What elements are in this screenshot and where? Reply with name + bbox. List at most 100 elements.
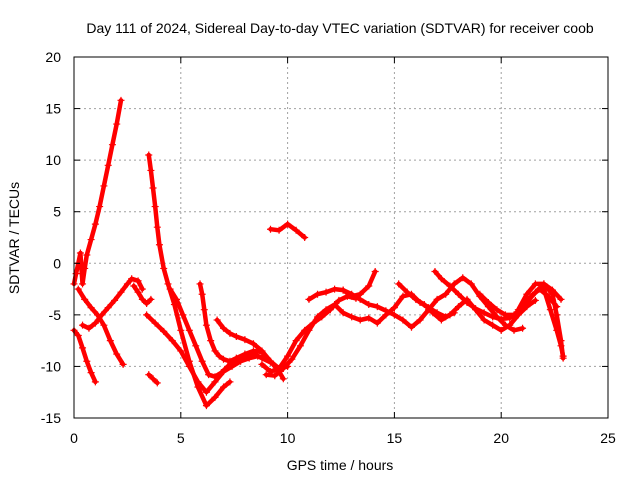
data-point	[207, 337, 215, 345]
data-point	[472, 305, 480, 313]
data-point	[412, 295, 420, 303]
data-point	[514, 306, 522, 314]
data-point	[548, 290, 556, 298]
data-point	[365, 301, 373, 309]
data-point	[211, 347, 219, 355]
data-point	[232, 333, 240, 341]
y-tick-label: -15	[41, 410, 61, 426]
data-point	[147, 166, 155, 174]
series-arc-1	[70, 326, 99, 386]
data-point	[111, 296, 119, 304]
data-point	[166, 285, 174, 293]
data-point	[267, 225, 275, 233]
data-point	[220, 324, 228, 332]
data-point	[275, 226, 283, 234]
data-point	[241, 350, 249, 358]
axis-ticks	[73, 56, 609, 419]
data-point	[501, 311, 509, 319]
data-point	[365, 282, 373, 290]
data-point	[185, 362, 193, 370]
series-arc-14	[267, 220, 309, 241]
data-point	[202, 402, 210, 410]
data-point	[450, 280, 458, 288]
data-point	[416, 316, 424, 324]
data-point	[322, 288, 330, 296]
data-point	[117, 96, 125, 104]
data-point	[217, 369, 225, 377]
data-point	[130, 282, 138, 290]
data-point	[305, 326, 313, 334]
y-tick-label: 0	[53, 255, 61, 271]
data-point	[128, 275, 136, 283]
y-tick-label: -5	[49, 307, 62, 323]
data-point	[301, 234, 309, 241]
data-point	[200, 306, 208, 314]
data-point	[79, 321, 87, 329]
data-point	[292, 337, 300, 345]
data-point	[395, 280, 403, 288]
data-point	[322, 306, 330, 314]
data-point	[356, 316, 364, 324]
data-point	[431, 268, 439, 276]
data-point	[153, 223, 161, 231]
data-point	[192, 342, 200, 350]
data-point	[87, 304, 95, 312]
grid	[74, 57, 608, 418]
data-point	[76, 249, 84, 257]
series-line	[71, 98, 124, 287]
y-tick-label: 15	[45, 101, 61, 117]
data-point	[220, 383, 228, 391]
series-line	[197, 281, 290, 371]
data-point	[258, 354, 266, 362]
data-point	[177, 326, 185, 334]
data-point	[241, 336, 249, 344]
data-point	[98, 311, 106, 319]
data-point	[497, 315, 505, 323]
data-point	[531, 280, 539, 288]
data-point	[371, 268, 379, 276]
data-point	[407, 323, 415, 331]
data-point	[267, 357, 275, 365]
x-axis-label: GPS time / hours	[287, 457, 394, 473]
series-line	[340, 275, 525, 333]
data-point	[117, 288, 125, 296]
data-point	[373, 303, 381, 311]
data-point	[527, 292, 535, 300]
data-point	[262, 371, 270, 379]
data-point	[226, 357, 234, 365]
data-point	[134, 277, 142, 285]
data-point	[446, 282, 454, 290]
data-point	[331, 285, 339, 293]
data-point	[153, 379, 161, 387]
data-point	[151, 203, 159, 211]
data-point	[179, 311, 187, 319]
data-point	[155, 241, 163, 249]
data-point	[446, 311, 454, 319]
y-tick-label: 5	[53, 204, 61, 220]
data-point	[467, 280, 475, 288]
data-point	[205, 371, 213, 379]
data-point	[480, 316, 488, 324]
data-point	[108, 141, 116, 149]
data-point	[292, 226, 300, 234]
series-arc-2	[70, 96, 125, 288]
data-point	[81, 264, 89, 272]
data-point	[331, 301, 339, 309]
data-point	[559, 352, 567, 360]
data-point	[173, 295, 181, 303]
data-point	[123, 280, 131, 288]
x-tick-label: 25	[600, 430, 616, 446]
data-point	[519, 324, 527, 332]
data-point	[113, 350, 121, 358]
data-point	[185, 326, 193, 334]
data-point	[437, 316, 445, 324]
data-point	[523, 290, 531, 298]
data-point	[147, 295, 155, 303]
data-point	[79, 344, 87, 352]
data-point	[296, 342, 304, 350]
data-point	[540, 285, 548, 293]
y-axis-label: SDTVAR / TECUs	[6, 182, 22, 294]
data-point	[134, 288, 142, 296]
data-point	[91, 319, 99, 327]
